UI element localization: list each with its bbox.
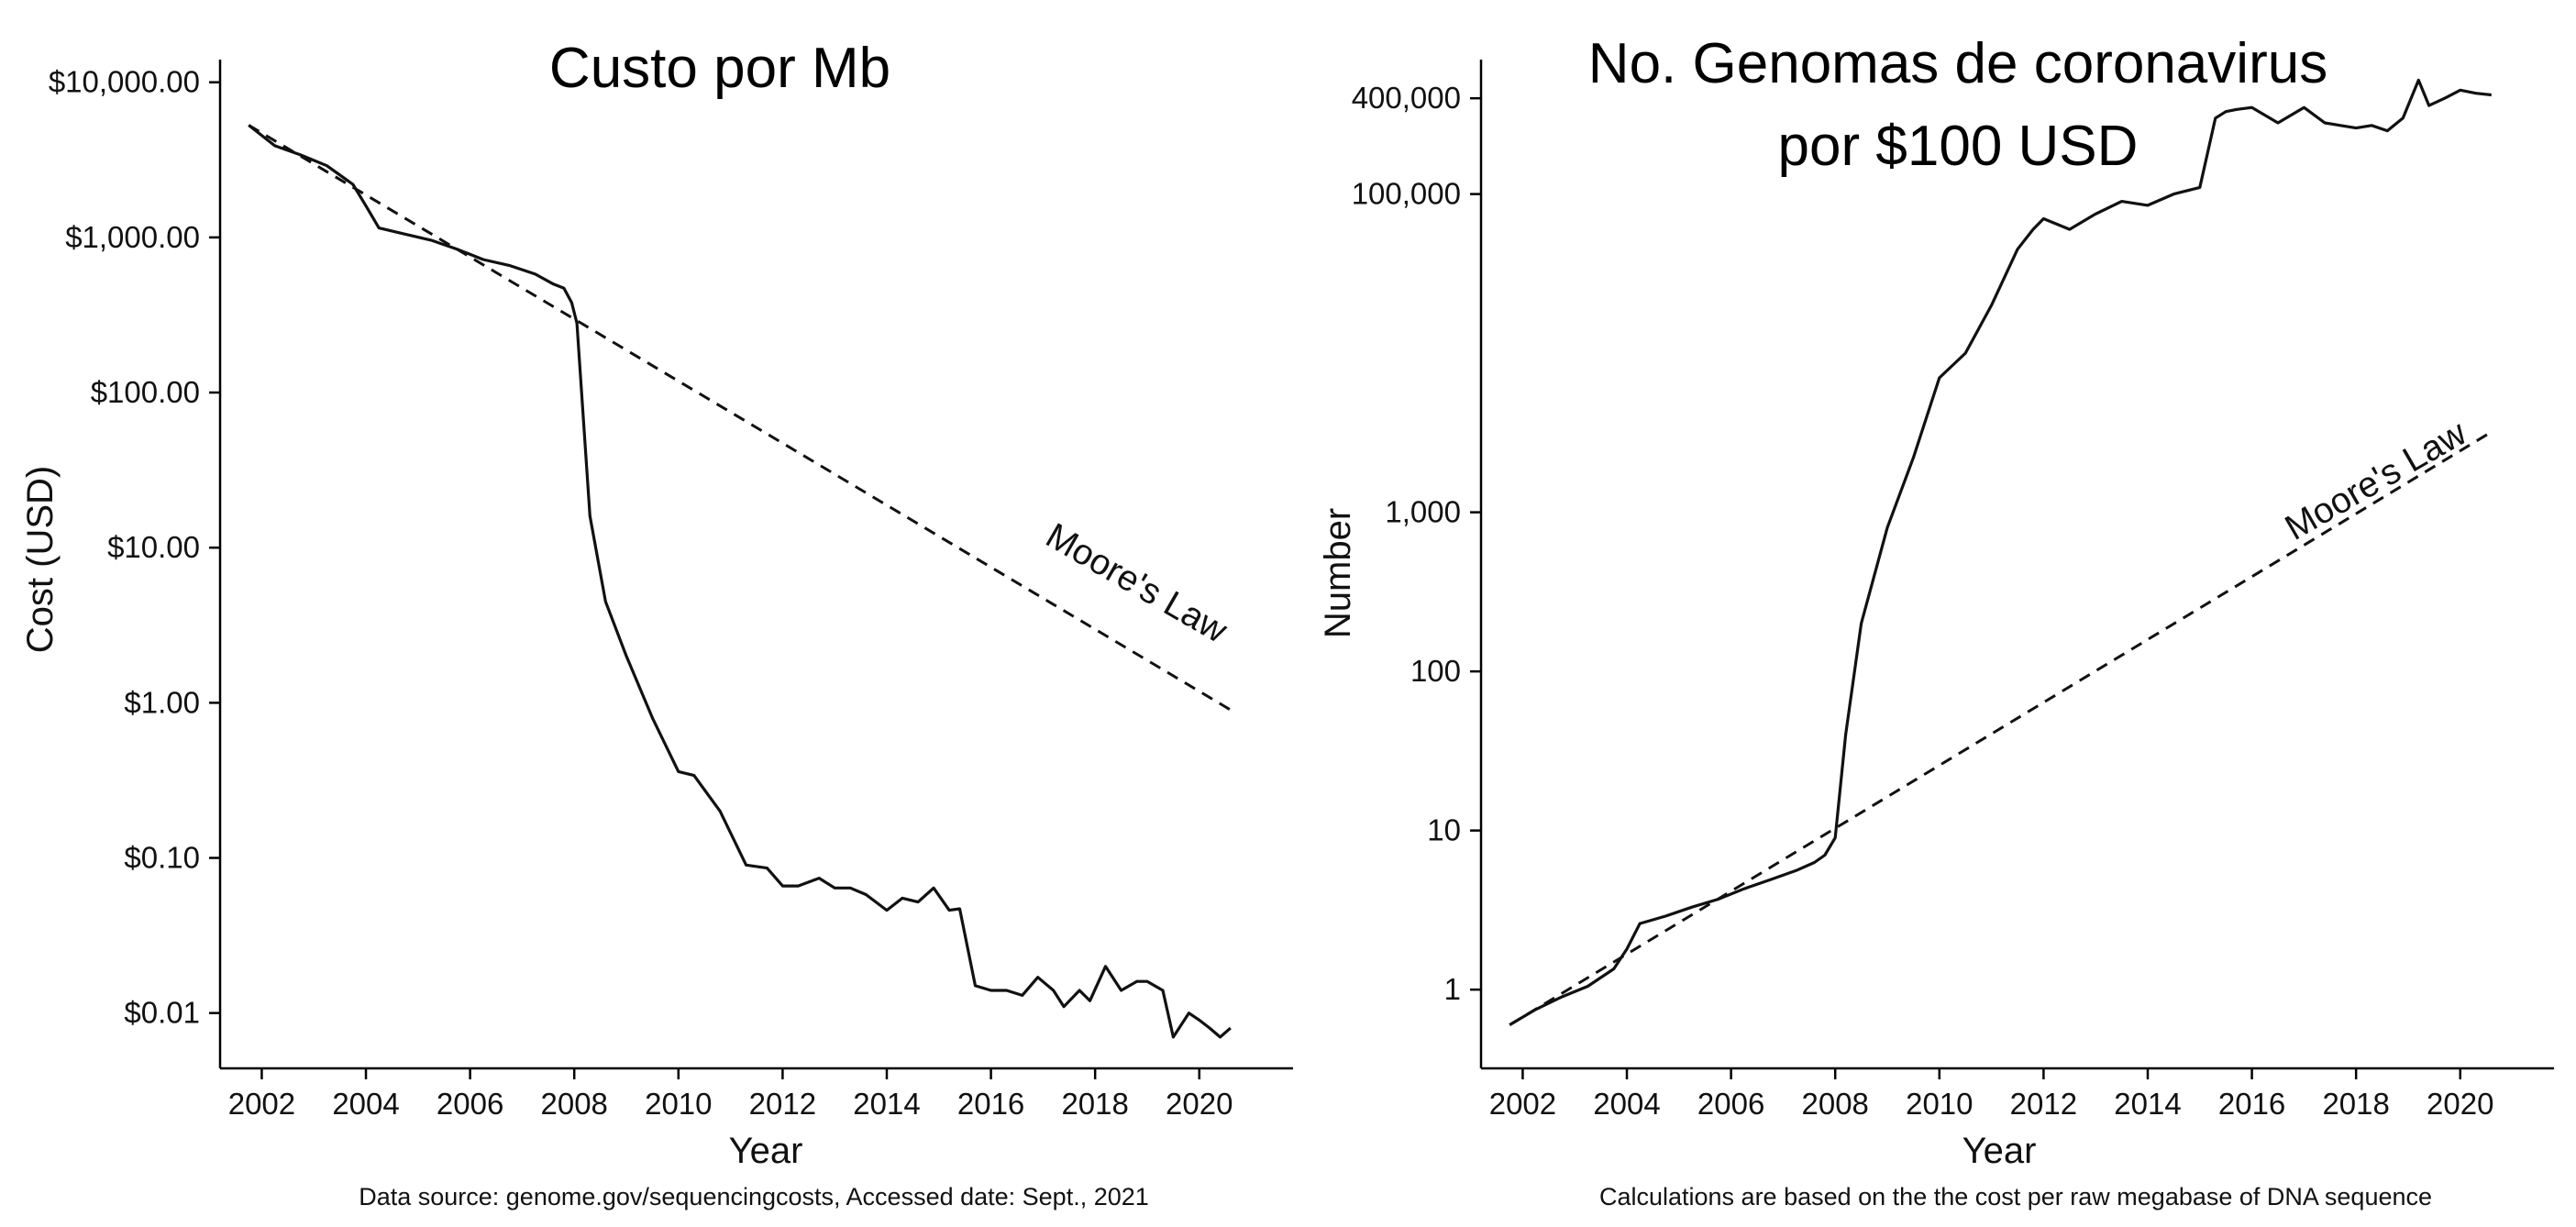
cost-chart-x-axis-title: Year: [729, 1131, 803, 1171]
genomes-chart-caption: Calculations are based on the the cost p…: [1599, 1183, 2432, 1210]
genomes-chart-x-tick-label: 2008: [1802, 1087, 1869, 1121]
cost-chart-y-tick-label: $1,000.00: [65, 220, 200, 254]
cost-chart-x-tick-label: 2012: [749, 1087, 816, 1121]
cost-chart-y-tick-label: $100.00: [91, 375, 200, 409]
genomes-chart-title-line-2: por $100 USD: [1778, 115, 2139, 178]
cost-chart-series: [248, 124, 1232, 1039]
cost-chart-x-tick-label: 2010: [645, 1087, 712, 1121]
genomes-chart-x-tick-label: 2016: [2218, 1087, 2285, 1121]
genomes-chart-x-tick-label: 2020: [2427, 1087, 2493, 1121]
genomes-chart-data-line: [1509, 78, 2492, 1026]
cost-chart-y-tick-label: $0.01: [124, 996, 200, 1030]
genomes-chart-x-tick-label: 2012: [2010, 1087, 2077, 1121]
genomes-chart: No. Genomas de coronavirus por $100 USD …: [1318, 32, 2554, 1210]
cost-chart-x-tick-label: 2006: [437, 1087, 503, 1121]
cost-chart-x-tick-label: 2020: [1166, 1087, 1233, 1121]
genomes-chart-y-tick-label: 1: [1444, 972, 1461, 1006]
genomes-chart-y-axis-title: Number: [1318, 508, 1358, 638]
genomes-chart-x-tick-label: 2010: [1906, 1087, 1973, 1121]
cost-chart-caption: Data source: genome.gov/sequencingcosts,…: [359, 1183, 1149, 1210]
cost-chart-x-tick-label: 2018: [1061, 1087, 1128, 1121]
genomes-chart-x-tick-label: 2018: [2322, 1087, 2389, 1121]
genomes-chart-x-axis-title: Year: [1962, 1131, 2037, 1171]
cost-chart-y-tick-label: $0.10: [124, 841, 200, 875]
genomes-chart-y-tick-label: 100: [1410, 654, 1461, 688]
genomes-chart-y-tick-label: 1,000: [1385, 495, 1461, 529]
genomes-chart-y-ticks: 400,000 100,000 1,000 100 10 1: [1352, 81, 1481, 1006]
cost-chart-y-tick-label: $10,000.00: [49, 65, 200, 99]
genomes-chart-x-ticks: 2002 2004 2006 2008 2010 2012 2014 2016 2018 2020: [1489, 1068, 2493, 1121]
cost-chart-x-tick-label: 2004: [332, 1087, 399, 1121]
genomes-chart-y-tick-label: 10: [1427, 813, 1461, 847]
genomes-chart-moores-law-line: [1509, 430, 2493, 1026]
cost-chart-y-tick-label: $10.00: [107, 530, 200, 564]
genomes-chart-x-tick-label: 2014: [2114, 1087, 2181, 1121]
cost-chart-y-axis-title: Cost (USD): [20, 466, 61, 653]
cost-chart-moores-law-line: [248, 124, 1232, 712]
genomes-chart-x-tick-label: 2004: [1593, 1087, 1660, 1121]
genomes-chart-series: [1509, 78, 2493, 1026]
genomes-chart-x-tick-label: 2002: [1489, 1087, 1556, 1121]
cost-chart: Custo por Mb $10,000.00$1,000.00$100.00$…: [20, 37, 1293, 1210]
cost-chart-title: Custo por Mb: [549, 37, 890, 100]
genomes-chart-x-tick-label: 2006: [1697, 1087, 1764, 1121]
cost-chart-y-ticks: $10,000.00 $1,000.00 $100.00 $10.00 $1.00 $0.…: [49, 65, 220, 1030]
cost-chart-x-tick-label: 2014: [853, 1087, 920, 1121]
cost-chart-y-tick-label: $1.00: [124, 685, 200, 719]
genomes-chart-moores-law-label: Moore's Law: [2279, 413, 2474, 548]
cost-chart-x-tick-label: 2002: [228, 1087, 295, 1121]
genomes-chart-y-tick-label: 100,000: [1352, 177, 1461, 211]
cost-chart-moores-law-label: Moore's Law: [1039, 516, 1234, 652]
cost-chart-x-ticks: 2002 2004 2006 2008 2010 2012 2014 2016 2018 2020: [228, 1068, 1233, 1121]
genomes-chart-title-line-1: No. Genomas de coronavirus: [1588, 32, 2327, 95]
cost-chart-x-tick-label: 2016: [957, 1087, 1024, 1121]
genomes-chart-y-tick-label: 400,000: [1352, 81, 1461, 115]
cost-chart-data-line: [248, 124, 1232, 1039]
cost-chart-x-tick-label: 2008: [541, 1087, 608, 1121]
